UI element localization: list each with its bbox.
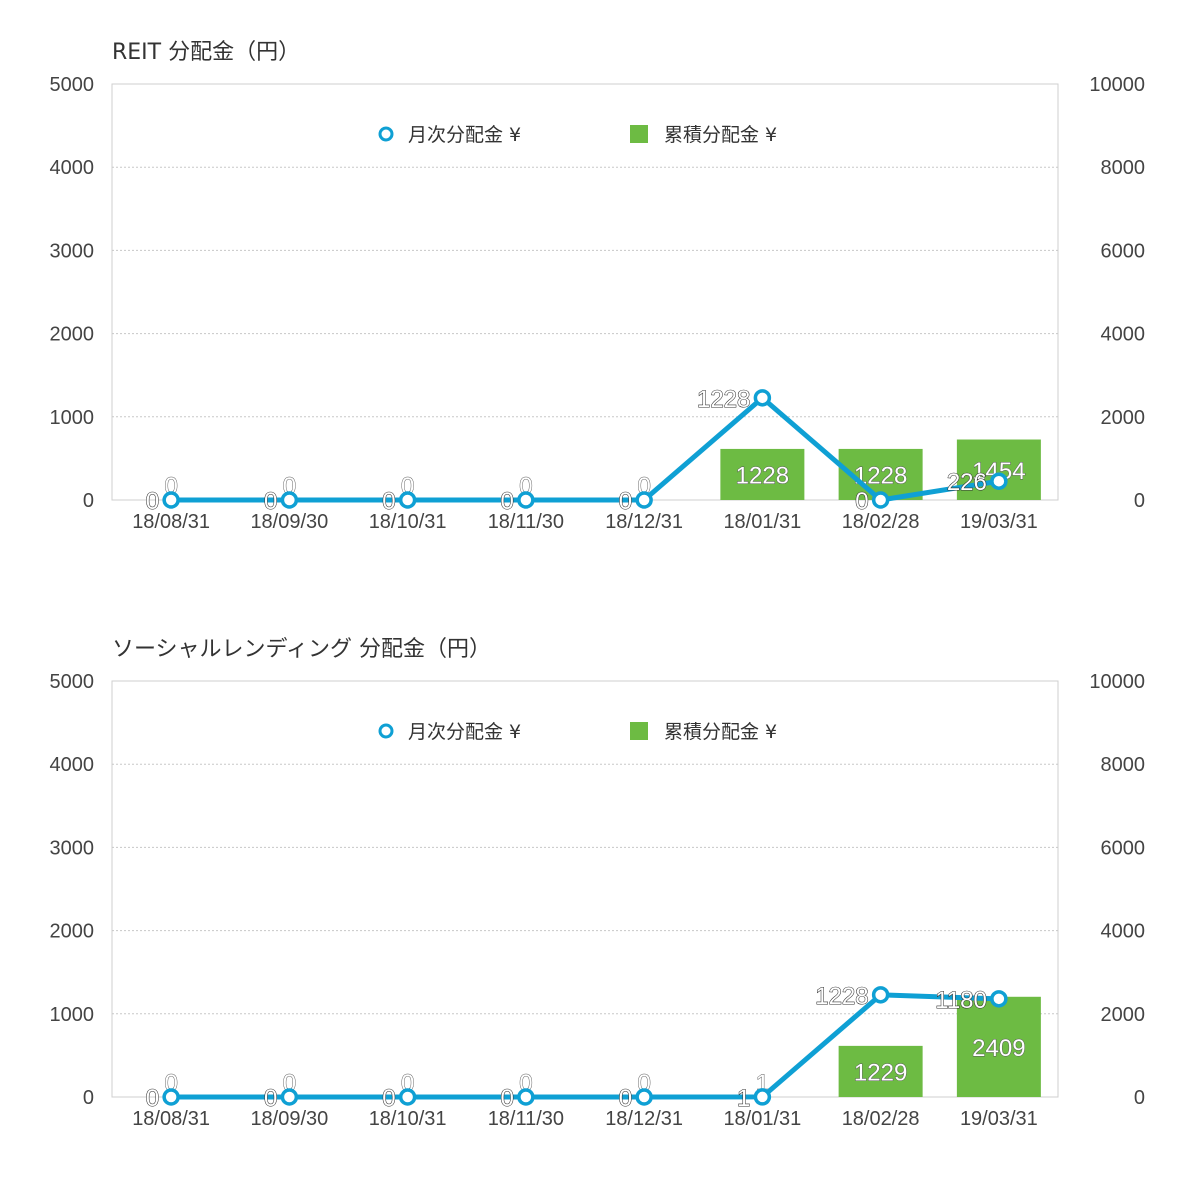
line-point: [398, 491, 417, 509]
y-right-tick-label: 8000: [1101, 754, 1146, 776]
reit-chart: REIT 分配金（円） 0 1000 2000 3000 4000 5000 0 2000 40…: [0, 40, 1180, 600]
chart-svg: 0100020003000400050000200040006000800010…: [50, 671, 1146, 1130]
y-right-tick-label: 6000: [1101, 240, 1146, 262]
y-right-tick-label: 10000: [1089, 74, 1145, 96]
legend-label: 累積分配金 ¥: [664, 124, 777, 146]
plot-frame: [111, 83, 1059, 501]
y-left-tick-label: 1000: [50, 407, 95, 429]
y-right-tick-label: 6000: [1101, 837, 1146, 859]
y-right-tick-label: 2000: [1101, 1004, 1146, 1026]
line-point: [990, 472, 1008, 490]
y-right-tick-label: 2000: [1101, 407, 1146, 429]
line-data-label: 1: [737, 1085, 750, 1112]
y-left-tick-label: 0: [83, 1087, 94, 1109]
line-series: [171, 992, 999, 1100]
social-lending-chart: ソーシャルレンディング 分配金（円） 0 1000 2000 3000 4000 5000…: [0, 637, 1180, 1197]
x-tick-label: 19/03/31: [960, 511, 1038, 533]
line-point: [398, 1088, 417, 1106]
line-point: [280, 1088, 299, 1106]
legend: 月次分配金 ¥ 累積分配金 ¥: [378, 721, 777, 743]
x-tick-label: 18/11/30: [488, 511, 564, 533]
line-point: [635, 491, 653, 509]
line-point: [280, 491, 299, 509]
legend-label: 月次分配金 ¥: [408, 721, 521, 743]
line-point: [517, 1088, 535, 1106]
bar-data-label: 2409: [972, 1035, 1025, 1062]
bar: [838, 1045, 923, 1097]
line-data-label: 0: [619, 488, 632, 515]
line-point: [162, 491, 180, 509]
legend-line-marker: [378, 126, 394, 142]
y-right-tick-label: 8000: [1101, 157, 1146, 179]
line-data-label: 0: [382, 488, 395, 515]
line-data-label: 226: [947, 469, 987, 496]
line-point: [753, 389, 772, 407]
x-tick-label: 18/11/30: [488, 1108, 564, 1130]
line-data-label: 1228: [697, 386, 750, 413]
y-right-tick-label: 0: [1134, 490, 1145, 512]
line-point: [990, 990, 1008, 1008]
x-tick-label: 18/09/30: [250, 511, 328, 533]
x-tick-label: 18/12/31: [605, 511, 683, 533]
line-point: [517, 491, 535, 509]
legend-label: 累積分配金 ¥: [664, 721, 777, 743]
y-left-tick-label: 2000: [50, 921, 95, 943]
y-left-tick-label: 3000: [50, 240, 95, 262]
line-point: [162, 1088, 180, 1106]
x-tick-label: 18/01/31: [723, 1108, 801, 1130]
line-data-label: 0: [382, 1085, 395, 1112]
line-point: [871, 986, 890, 1004]
legend-bar-swatch: [630, 125, 648, 143]
y-right-tick-label: 4000: [1101, 324, 1146, 346]
line-data-label: 0: [501, 1085, 514, 1112]
x-tick-label: 18/10/31: [369, 511, 447, 533]
line-data-label: 0: [146, 488, 159, 515]
chart-title: ソーシャルレンディング 分配金（円）: [112, 637, 492, 662]
line-series: [171, 395, 1000, 503]
y-left-tick-label: 4000: [50, 754, 95, 776]
line-data-label: 1228: [815, 983, 868, 1010]
line-data-label: 0: [501, 488, 514, 515]
y-left-tick-label: 5000: [50, 671, 95, 693]
line-data-label: 0: [855, 488, 868, 515]
chart-title: REIT 分配金（円）: [112, 40, 301, 65]
x-tick-label: 18/08/31: [132, 1108, 210, 1130]
legend-line-marker: [378, 723, 394, 739]
y-left-tick-label: 0: [83, 490, 94, 512]
y-left-tick-label: 1000: [50, 1004, 95, 1026]
y-left-tick-label: 3000: [50, 837, 95, 859]
chart-svg: 0 1000 2000 3000 4000 5000 0 2000 4000 6000 8000 10…: [50, 74, 1146, 533]
y-left-tick-label: 2000: [50, 324, 95, 346]
y-left-tick-label: 4000: [50, 157, 95, 179]
y-right-tick-label: 0: [1134, 1087, 1145, 1109]
legend: 月次分配金 ¥ 累積分配金 ¥: [378, 124, 777, 146]
line-point: [871, 491, 890, 509]
bar: [720, 448, 805, 500]
x-tick-label: 18/09/30: [250, 1108, 328, 1130]
x-tick-label: 18/02/28: [842, 511, 920, 533]
y-right-tick-label: 4000: [1101, 921, 1146, 943]
bar: [956, 996, 1041, 1097]
line-data-label: 0: [264, 1085, 277, 1112]
x-tick-label: 18/10/31: [369, 1108, 447, 1130]
line-data-label: 1180: [935, 987, 987, 1014]
line-data-label: 0: [146, 1085, 159, 1112]
legend-label: 月次分配金 ¥: [408, 124, 521, 146]
line-point: [753, 1088, 772, 1106]
line-data-label: 0: [619, 1085, 632, 1112]
y-left-tick-label: 5000: [50, 74, 95, 96]
x-tick-label: 19/03/31: [960, 1108, 1038, 1130]
line-data-label: 0: [264, 488, 277, 515]
bar-data-label: 1229: [854, 1059, 907, 1086]
y-right-tick-label: 10000: [1089, 671, 1145, 693]
x-tick-label: 18/12/31: [605, 1108, 683, 1130]
plot-frame: [111, 680, 1059, 1098]
x-tick-label: 18/01/31: [723, 511, 801, 533]
bar-data-label: 1228: [736, 462, 789, 489]
legend-bar-swatch: [630, 722, 648, 740]
line-point: [635, 1088, 653, 1106]
x-tick-label: 18/08/31: [132, 511, 210, 533]
x-tick-label: 18/02/28: [842, 1108, 920, 1130]
